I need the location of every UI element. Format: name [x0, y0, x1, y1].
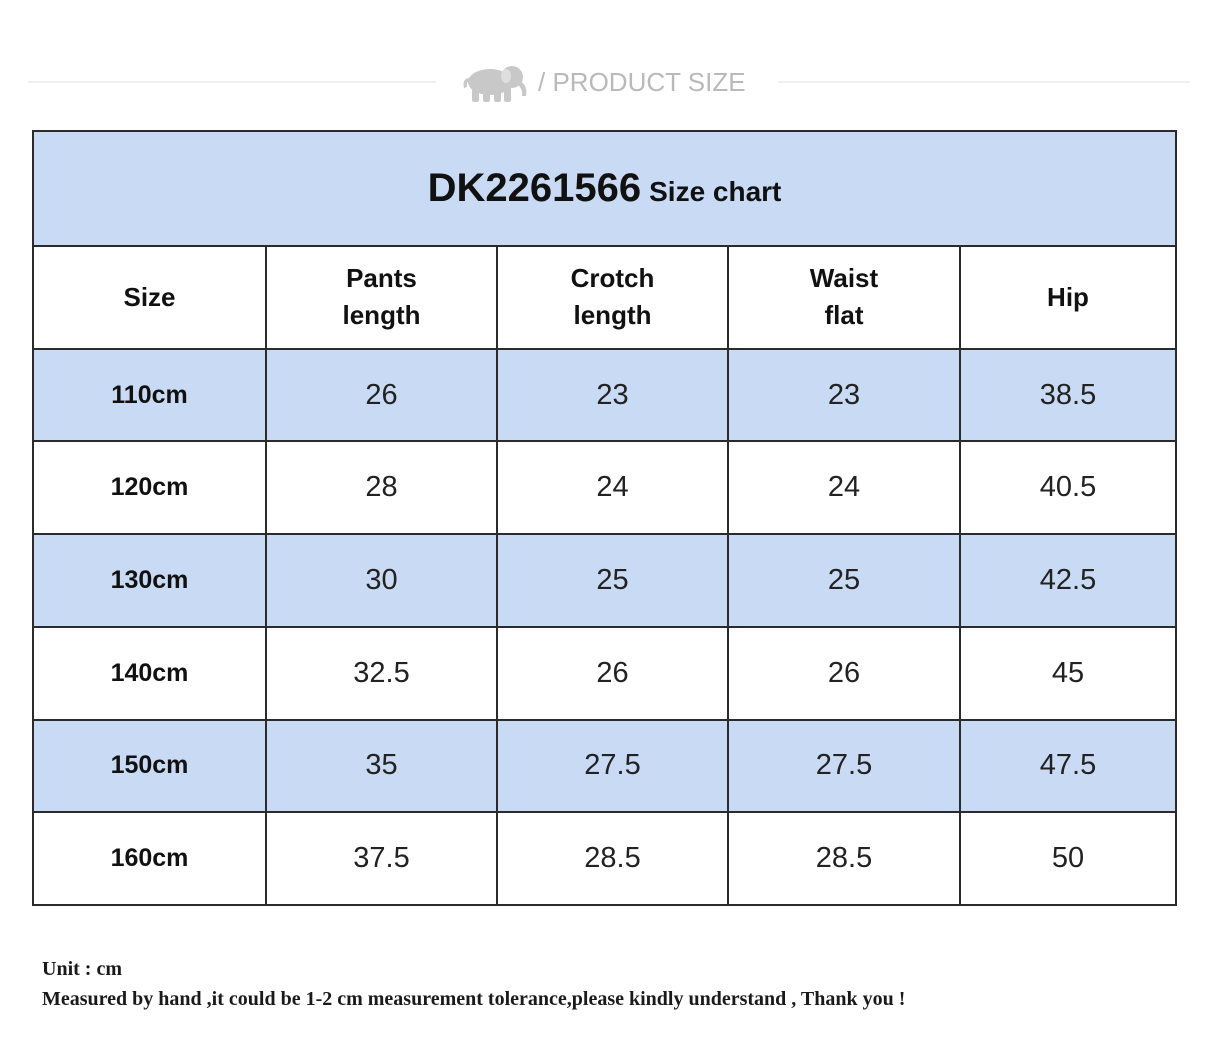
size-label: 130cm	[32, 533, 267, 628]
measurement-waist-flat: 27.5	[727, 718, 961, 814]
column-header-hip: Hip	[959, 244, 1177, 350]
measurement-waist-flat: 23	[727, 347, 961, 443]
column-header-text: flat	[824, 300, 864, 331]
measurement-hip: 40.5	[959, 440, 1177, 536]
column-header-pants-length: Pants length	[265, 244, 498, 350]
measurement-pants-length: 37.5	[265, 811, 498, 906]
measurement-crotch-length: 24	[496, 440, 729, 536]
size-row: 140cm 32.5 26 26 45	[32, 625, 1177, 721]
measurement-crotch-length: 28.5	[496, 811, 729, 906]
product-code: DK2261566	[427, 165, 642, 210]
size-chart-label: Size chart	[649, 175, 782, 207]
measurement-hip: 42.5	[959, 533, 1177, 628]
column-header-text: Hip	[1047, 281, 1089, 312]
size-row: 110cm 26 23 23 38.5	[32, 347, 1177, 443]
size-label: 160cm	[32, 811, 267, 906]
size-row: 120cm 28 24 24 40.5	[32, 440, 1177, 536]
measurement-crotch-length: 23	[496, 347, 729, 443]
measurement-hip: 47.5	[959, 718, 1177, 814]
header-divider-right	[778, 81, 1190, 83]
column-header-row: Size Pants length Crotch length Waist flat Hip	[32, 244, 1177, 350]
elephant-icon	[463, 66, 527, 102]
column-header-text: Crotch	[570, 263, 655, 294]
measurement-crotch-length: 25	[496, 533, 729, 628]
measurement-waist-flat: 26	[727, 625, 961, 721]
size-label: 110cm	[32, 347, 267, 443]
measurement-pants-length: 28	[265, 440, 498, 536]
unit-note: Unit : cm	[42, 958, 122, 980]
column-header-waist-flat: Waist flat	[727, 244, 961, 350]
measurement-crotch-length: 27.5	[496, 718, 729, 814]
measurement-crotch-length: 26	[496, 625, 729, 721]
size-row: 160cm 37.5 28.5 28.5 50	[32, 811, 1177, 906]
measurement-pants-length: 26	[265, 347, 498, 443]
measurement-waist-flat: 28.5	[727, 811, 961, 906]
measurement-waist-flat: 24	[727, 440, 961, 536]
column-header-text: length	[573, 300, 652, 331]
header-divider-left	[28, 81, 436, 83]
measurement-hip: 38.5	[959, 347, 1177, 443]
measurement-waist-flat: 25	[727, 533, 961, 628]
measurement-pants-length: 30	[265, 533, 498, 628]
column-header-text: Pants	[346, 263, 417, 294]
size-chart: DK2261566 Size chart Size Pants length Crotc…	[32, 130, 1177, 906]
header-title: / PRODUCT SIZE	[538, 67, 746, 97]
size-chart-table: DK2261566 Size chart Size Pants length Crotc…	[32, 130, 1177, 906]
column-header-crotch-length: Crotch length	[496, 244, 729, 350]
size-notes: Unit : cm Measured by hand ,it could be …	[42, 954, 905, 1014]
size-label: 120cm	[32, 440, 267, 536]
tolerance-note: Measured by hand ,it could be 1-2 cm mea…	[42, 988, 906, 1010]
size-chart-title-row: DK2261566 Size chart	[32, 130, 1177, 247]
measurement-pants-length: 32.5	[265, 625, 498, 721]
measurement-pants-length: 35	[265, 718, 498, 814]
column-header-text: Size	[123, 281, 176, 312]
measurement-hip: 45	[959, 625, 1177, 721]
size-label: 150cm	[32, 718, 267, 814]
product-size-header: / PRODUCT SIZE	[0, 56, 1206, 112]
size-label: 140cm	[32, 625, 267, 721]
column-header-text: Waist	[809, 263, 879, 294]
size-chart-title: DK2261566 Size chart	[32, 130, 1177, 247]
measurement-hip: 50	[959, 811, 1177, 906]
size-row: 130cm 30 25 25 42.5	[32, 533, 1177, 628]
column-header-size: Size	[32, 244, 267, 350]
size-row: 150cm 35 27.5 27.5 47.5	[32, 718, 1177, 814]
column-header-text: length	[342, 300, 421, 331]
